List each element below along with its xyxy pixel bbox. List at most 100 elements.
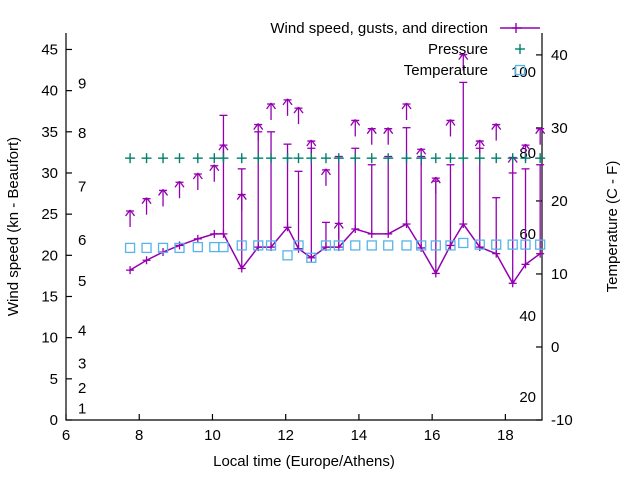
wind-direction-head [253, 123, 264, 130]
beaufort-label: 4 [78, 322, 86, 339]
y2-axis-title: Temperature (C - F) [604, 161, 621, 293]
wind-direction-head [520, 143, 531, 151]
wind-direction-head [416, 147, 427, 155]
y2-tick-label: 0 [551, 339, 559, 356]
temperature-marker [507, 239, 518, 250]
wind-direction-head [209, 164, 220, 172]
y-tick-label: 15 [41, 288, 58, 305]
y2-tick-label: 10 [551, 266, 568, 283]
y-tick-label: 20 [41, 247, 58, 264]
temperature-marker [320, 240, 332, 251]
temperature-marker [366, 240, 377, 251]
y-tick-label: 35 [41, 124, 58, 141]
wind-direction-head [535, 127, 546, 135]
wind-direction-head [293, 106, 304, 114]
beaufort-label: 7 [78, 178, 86, 195]
x-tick-label: 8 [135, 427, 143, 444]
y2-tick-label: -10 [551, 412, 573, 429]
temperature-marker [401, 240, 412, 251]
y-tick-label: 45 [41, 41, 58, 58]
temperature-marker [236, 240, 247, 251]
temperature-marker [124, 242, 136, 254]
y-tick-label: 40 [41, 83, 58, 100]
y-tick-label: 25 [41, 206, 58, 223]
x-axis-title: Local time (Europe/Athens) [213, 453, 395, 470]
temperature-marker [306, 252, 317, 263]
wind-direction-head [236, 193, 247, 200]
temperature-marker [445, 240, 456, 251]
wind-direction-head [266, 102, 277, 110]
temperature-marker [209, 241, 220, 253]
fahrenheit-label: 60 [519, 226, 536, 243]
wind-direction-head [474, 139, 485, 147]
fahrenheit-label: 40 [519, 308, 536, 325]
temperature-marker [265, 240, 277, 251]
x-tick-label: 10 [204, 427, 221, 444]
wind-direction-head [430, 176, 441, 184]
temperature-marker [157, 242, 169, 254]
wind-direction-head [218, 143, 229, 151]
wind-speed-line [129, 222, 541, 285]
x-tick-label: 16 [424, 427, 441, 444]
wind-direction-head [350, 119, 361, 126]
x-tick-label: 18 [497, 427, 514, 444]
temperature-marker [416, 240, 427, 251]
temperature-marker [333, 240, 344, 251]
y-axis-title: Wind speed (kn - Beaufort) [5, 137, 22, 316]
legend-swatch-temperature [514, 64, 526, 76]
beaufort-label: 1 [78, 401, 86, 418]
temperature-marker [458, 237, 469, 249]
wind-direction-head [306, 139, 317, 147]
wind-direction-head [125, 209, 136, 217]
wind-direction-head [282, 98, 293, 106]
y-tick-label: 0 [50, 412, 58, 429]
axis-frame [65, 33, 543, 421]
temperature-marker [282, 250, 293, 261]
wind-direction-head [333, 221, 344, 229]
temperature-marker [383, 240, 394, 251]
fahrenheit-label: 100 [511, 64, 536, 81]
temperature-marker [474, 239, 485, 250]
wind-direction-head [366, 127, 377, 135]
wind-direction-head [401, 102, 412, 110]
temperature-marker [491, 239, 502, 250]
temperature-marker [350, 240, 361, 251]
legend-label-pressure: Pressure [428, 41, 488, 58]
fahrenheit-label: 20 [519, 389, 536, 406]
legend-label-wind: Wind speed, gusts, and direction [270, 20, 488, 37]
wind-direction-head [383, 127, 394, 135]
wind-direction-head [174, 180, 185, 188]
beaufort-label: 5 [78, 273, 86, 290]
y-tick-label: 10 [41, 330, 58, 347]
y-tick-label: 5 [50, 371, 58, 388]
x-tick-label: 6 [62, 427, 70, 444]
temperature-marker [141, 242, 152, 254]
beaufort-label: 8 [78, 125, 86, 142]
wind-direction-head [445, 119, 456, 126]
wind-direction-head [320, 168, 331, 176]
temperature-marker [293, 240, 304, 251]
beaufort-label: 6 [78, 232, 86, 249]
wind-direction-head [141, 197, 152, 205]
wind-direction-head [458, 53, 469, 60]
temperature-marker [218, 241, 229, 253]
x-tick-label: 12 [277, 427, 294, 444]
wind-direction-head [192, 172, 203, 180]
beaufort-label: 2 [78, 380, 86, 397]
temperature-marker [430, 240, 441, 251]
temperature-marker [520, 239, 531, 250]
wind-direction-head [491, 123, 502, 130]
beaufort-label: 9 [78, 75, 86, 92]
temperature-marker [174, 242, 185, 254]
beaufort-label: 3 [78, 355, 86, 372]
legend-label-temperature: Temperature [404, 62, 488, 79]
temperature-marker [535, 239, 546, 250]
temperature-marker [253, 240, 264, 251]
temperature-marker [192, 241, 203, 253]
y-tick-label: 30 [41, 165, 58, 182]
wind-direction-head [158, 189, 169, 196]
y2-tick-label: 20 [551, 193, 568, 210]
y2-tick-label: 40 [551, 47, 568, 64]
